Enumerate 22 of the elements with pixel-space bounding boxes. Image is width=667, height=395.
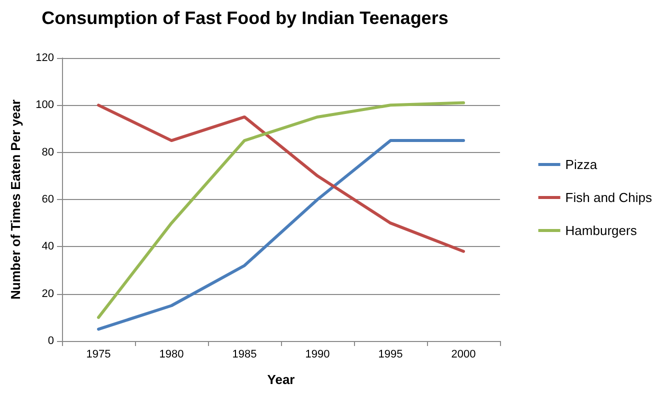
line-series <box>97 101 465 319</box>
x-axis-title: Year <box>267 372 295 387</box>
y-axis-title: Number of Times Eaten Per year <box>8 100 23 300</box>
x-tick-label: 1975 <box>86 348 111 360</box>
y-tick-label: 40 <box>42 240 54 253</box>
y-tick-label: 120 <box>36 52 54 64</box>
chart-title: Consumption of Fast Food by Indian Teenagers <box>42 8 448 28</box>
y-tick-label: 60 <box>42 194 54 206</box>
x-tick-label: 1990 <box>305 348 330 360</box>
x-tick-label: 1995 <box>378 348 403 360</box>
x-tick-label: 1980 <box>159 348 184 360</box>
line-series <box>97 139 465 331</box>
y-tick-label: 100 <box>36 99 54 112</box>
legend-label: Pizza <box>565 157 598 172</box>
y-tick-label: 80 <box>42 146 54 158</box>
legend-label: Fish and Chips <box>565 190 652 205</box>
y-tick-label: 0 <box>48 335 54 347</box>
line-series <box>97 104 465 253</box>
x-tick-label: 2000 <box>451 348 476 360</box>
legend-label: Hamburgers <box>565 223 638 238</box>
x-tick-label: 1985 <box>232 348 257 360</box>
y-tick-label: 20 <box>42 288 54 300</box>
